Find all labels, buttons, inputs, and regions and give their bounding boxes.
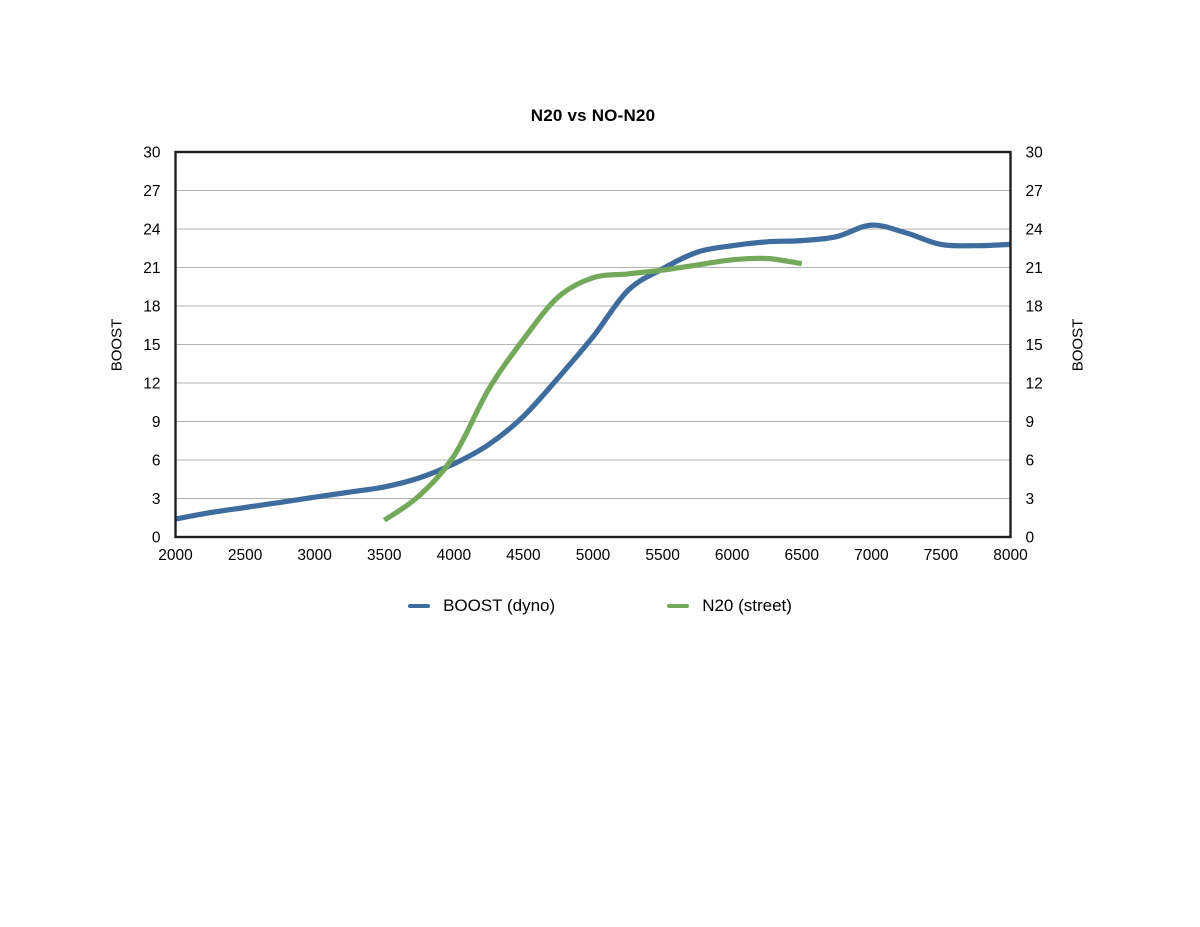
x-tick-label: 5500 bbox=[645, 547, 680, 564]
chart-title: N20 vs NO-N20 bbox=[530, 106, 656, 125]
y-tick-label-left: 18 bbox=[143, 299, 160, 316]
series-line-boost-dyno bbox=[175, 222, 1011, 522]
y-tick-label-left: 6 bbox=[152, 453, 161, 470]
y-tick-label-left: 15 bbox=[143, 337, 160, 354]
y-tick-label-right: 15 bbox=[1026, 337, 1043, 354]
x-tick-label: 3000 bbox=[297, 547, 332, 564]
y-tick-label-left: 21 bbox=[143, 260, 160, 277]
y-tick-label-left: 12 bbox=[143, 376, 160, 393]
y-tick-label-right: 3 bbox=[1026, 491, 1035, 508]
legend-item-n20-street: N20 (street) bbox=[667, 596, 792, 616]
x-tick-label: 8000 bbox=[993, 547, 1028, 564]
y-tick-label-left: 30 bbox=[143, 145, 161, 162]
x-tick-label: 5000 bbox=[576, 547, 611, 564]
y-tick-label-right: 27 bbox=[1026, 183, 1043, 200]
y-tick-label-left: 3 bbox=[152, 491, 161, 508]
legend-label-boost-dyno: BOOST (dyno) bbox=[443, 596, 556, 615]
y-tick-label-left: 27 bbox=[143, 183, 160, 200]
legend-item-boost-dyno: BOOST (dyno) bbox=[408, 596, 555, 616]
y-tick-label-right: 6 bbox=[1026, 453, 1035, 470]
y-tick-label-left: 0 bbox=[152, 530, 161, 547]
x-tick-label: 4500 bbox=[506, 547, 541, 564]
x-tick-label: 7000 bbox=[854, 547, 889, 564]
series-line-n20-street bbox=[382, 255, 803, 523]
x-tick-label: 3500 bbox=[367, 547, 402, 564]
y-tick-label-right: 0 bbox=[1026, 530, 1035, 547]
plot-border bbox=[174, 150, 1012, 539]
x-tick-label: 7500 bbox=[924, 547, 959, 564]
y-tick-label-left: 9 bbox=[152, 414, 161, 431]
y-tick-label-right: 24 bbox=[1026, 222, 1044, 239]
x-tick-label: 2000 bbox=[158, 547, 193, 564]
y-tick-label-right: 18 bbox=[1026, 299, 1043, 316]
x-tick-label: 6000 bbox=[715, 547, 750, 564]
x-tick-label: 6500 bbox=[785, 547, 820, 564]
legend-line-swatch-blue bbox=[408, 604, 431, 608]
y-tick-label-right: 21 bbox=[1026, 260, 1043, 277]
x-tick-label: 2500 bbox=[228, 547, 263, 564]
legend-line-swatch-green bbox=[667, 604, 690, 608]
y-tick-label-left: 24 bbox=[143, 222, 161, 239]
y-tick-label-right: 9 bbox=[1026, 414, 1035, 431]
legend-label-n20-street: N20 (street) bbox=[702, 596, 792, 615]
y-tick-label-right: 12 bbox=[1026, 376, 1043, 393]
legend: BOOST (dyno) N20 (street) bbox=[0, 596, 1200, 616]
x-tick-label: 4000 bbox=[437, 547, 472, 564]
y-tick-label-right: 30 bbox=[1026, 145, 1044, 162]
